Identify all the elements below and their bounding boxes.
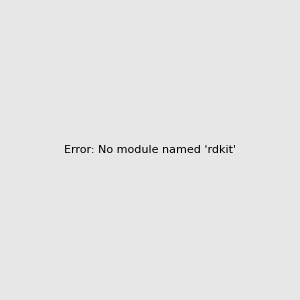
Text: Error: No module named 'rdkit': Error: No module named 'rdkit' — [64, 145, 236, 155]
